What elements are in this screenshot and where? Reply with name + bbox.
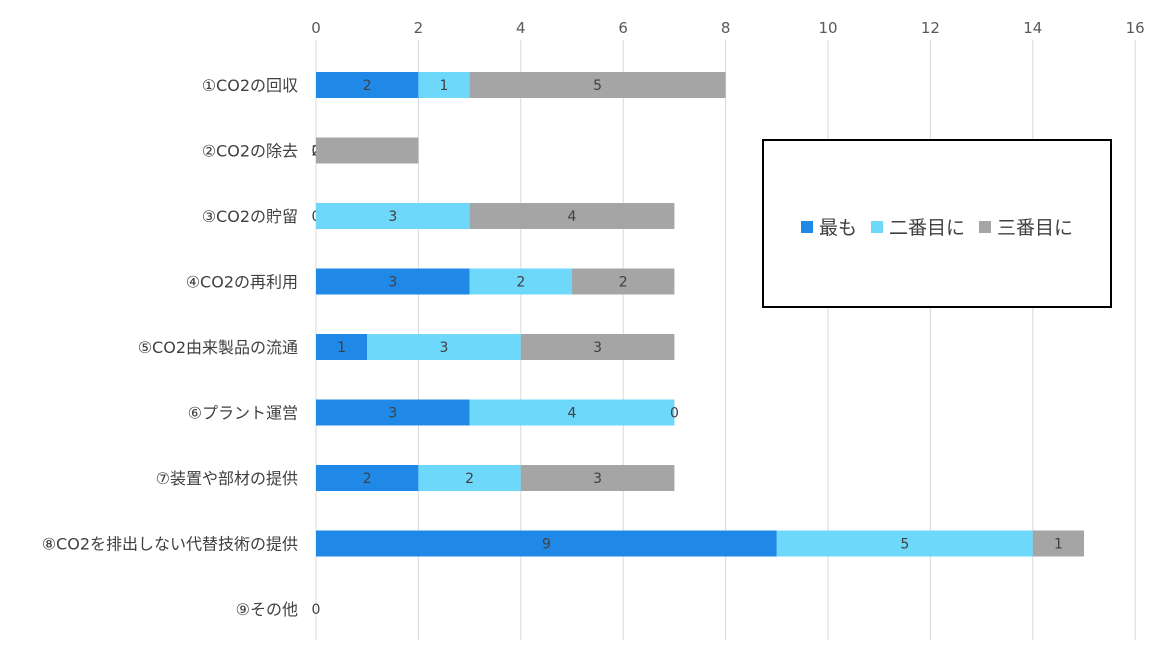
x-tick-label: 2	[414, 19, 424, 37]
data-label: 4	[568, 406, 577, 422]
bar-segment	[418, 465, 521, 491]
category-label: ③CO2の貯留	[202, 207, 298, 226]
data-label: 1	[440, 78, 449, 94]
data-label: 5	[593, 78, 602, 94]
bar-segment	[572, 268, 675, 295]
bar-segment	[316, 268, 470, 295]
x-tick-label: 0	[311, 19, 321, 37]
category-label: ⑥プラント運営	[188, 404, 298, 423]
x-tick-label: 8	[721, 19, 731, 37]
data-label: 2	[516, 275, 525, 291]
legend-label-most: 最も	[818, 217, 857, 239]
x-tick-label: 16	[1126, 19, 1145, 37]
bar-segment	[316, 530, 777, 557]
bar-segment	[316, 72, 419, 98]
bar-segment	[776, 530, 1033, 557]
bar-segment	[1032, 530, 1084, 557]
legend-label-third: 三番目に	[997, 217, 1074, 239]
bar-segment	[316, 465, 419, 491]
data-label: 1	[337, 340, 346, 356]
bar-segment	[469, 72, 726, 98]
data-label: 3	[593, 471, 602, 487]
data-label: 3	[388, 406, 397, 422]
bar-segment	[316, 399, 470, 426]
bar-segment	[316, 137, 419, 164]
data-label: 2	[363, 471, 372, 487]
legend-swatch-second	[870, 220, 883, 233]
category-label: ⑤CO2由来製品の流通	[138, 338, 298, 357]
bar-segment	[418, 72, 470, 98]
x-tick-label: 10	[818, 19, 837, 37]
x-tick-label: 6	[618, 19, 628, 37]
data-label: 9	[542, 537, 551, 553]
bar-segment	[469, 399, 675, 426]
data-label: 4	[568, 209, 577, 225]
bar-segment	[520, 334, 675, 360]
legend-swatch-third	[979, 220, 991, 233]
data-label: 3	[388, 209, 397, 225]
legend-swatch-most	[800, 220, 813, 233]
bar-segment	[469, 268, 572, 295]
data-label: 5	[900, 537, 909, 553]
data-label: 2	[619, 275, 628, 291]
data-label: 3	[440, 340, 449, 356]
category-label: ①CO2の回収	[202, 76, 298, 95]
data-label: 0	[312, 602, 321, 618]
data-label: 2	[363, 78, 372, 94]
bar-segment	[367, 334, 521, 360]
category-label: ④CO2の再利用	[186, 273, 298, 292]
legend-item-most: 最も	[800, 213, 857, 240]
data-label: 3	[388, 275, 397, 291]
legend-item-third: 三番目に	[979, 213, 1073, 240]
x-tick-label: 4	[516, 19, 526, 37]
category-label: ⑧CO2を排出しない代替技術の提供	[42, 535, 298, 554]
x-tick-label: 12	[921, 19, 940, 37]
bar-segment	[316, 203, 470, 229]
data-label: 3	[593, 340, 602, 356]
legend-item-second: 二番目に	[870, 213, 965, 240]
x-tick-label: 14	[1023, 19, 1042, 37]
category-label: ⑦装置や部材の提供	[156, 469, 298, 488]
data-label: 1	[1054, 537, 1063, 553]
bar-segment	[469, 203, 675, 229]
legend: 最も 二番目に 三番目に	[762, 139, 1112, 308]
data-label: 2	[465, 471, 474, 487]
bar-segment	[316, 334, 368, 360]
category-label: ②CO2の除去	[202, 142, 298, 161]
data-label: 0	[670, 406, 679, 422]
category-label: ⑨その他	[236, 600, 298, 619]
legend-label-second: 二番目に	[888, 217, 965, 239]
bar-segment	[520, 465, 675, 491]
